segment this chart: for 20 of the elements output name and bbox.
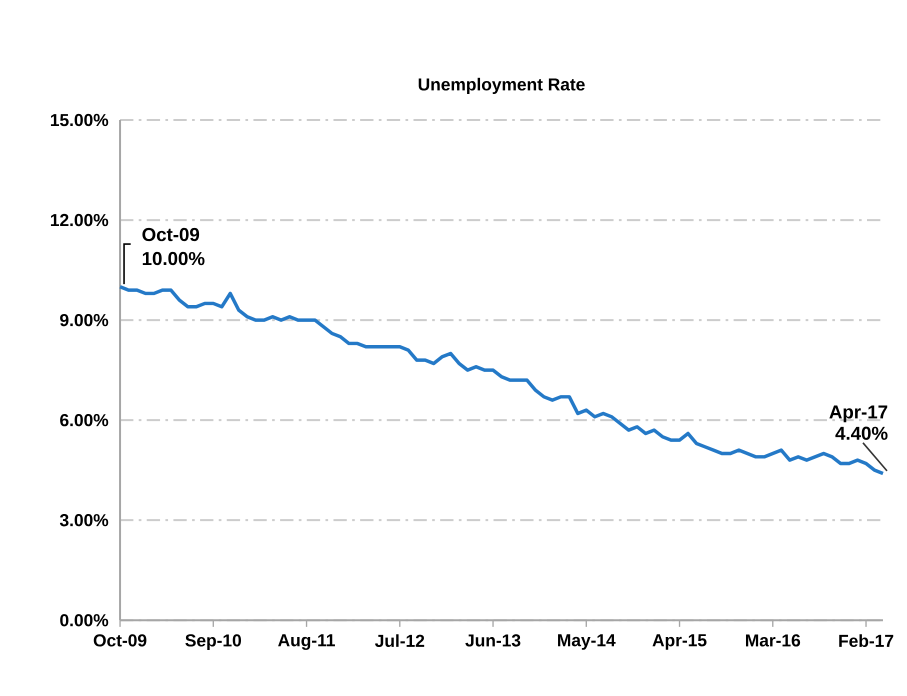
x-tick-label: Mar-16 bbox=[746, 634, 800, 646]
x-tick-label: May-14 bbox=[558, 634, 616, 650]
x-tick-label: Sep-10 bbox=[185, 634, 242, 650]
x-tick-label: Feb-17 bbox=[839, 634, 894, 647]
x-tick-label: Jun-13 bbox=[465, 634, 520, 646]
annotation: Apr-17 bbox=[829, 405, 888, 422]
x-tick-label: Oct-09 bbox=[94, 634, 146, 646]
y-tick-label: 3.00% bbox=[60, 514, 108, 526]
y-tick-label: 6.00% bbox=[60, 414, 108, 426]
annotation: 10.00% bbox=[142, 252, 204, 266]
y-tick-label: 0.00% bbox=[60, 614, 108, 626]
annotation: Oct-09 bbox=[142, 228, 200, 242]
chart-title: Unemployment Rate bbox=[418, 78, 585, 94]
annotation: 4.40% bbox=[835, 426, 888, 440]
x-tick-label: Aug-11 bbox=[278, 634, 335, 650]
x-tick-label: Apr-15 bbox=[652, 634, 707, 650]
x-tick-label: Jul-12 bbox=[375, 634, 424, 647]
y-tick-label: 9.00% bbox=[60, 314, 108, 326]
y-tick-label: 12.00% bbox=[50, 214, 108, 226]
y-tick-label: 15.00% bbox=[50, 114, 108, 126]
